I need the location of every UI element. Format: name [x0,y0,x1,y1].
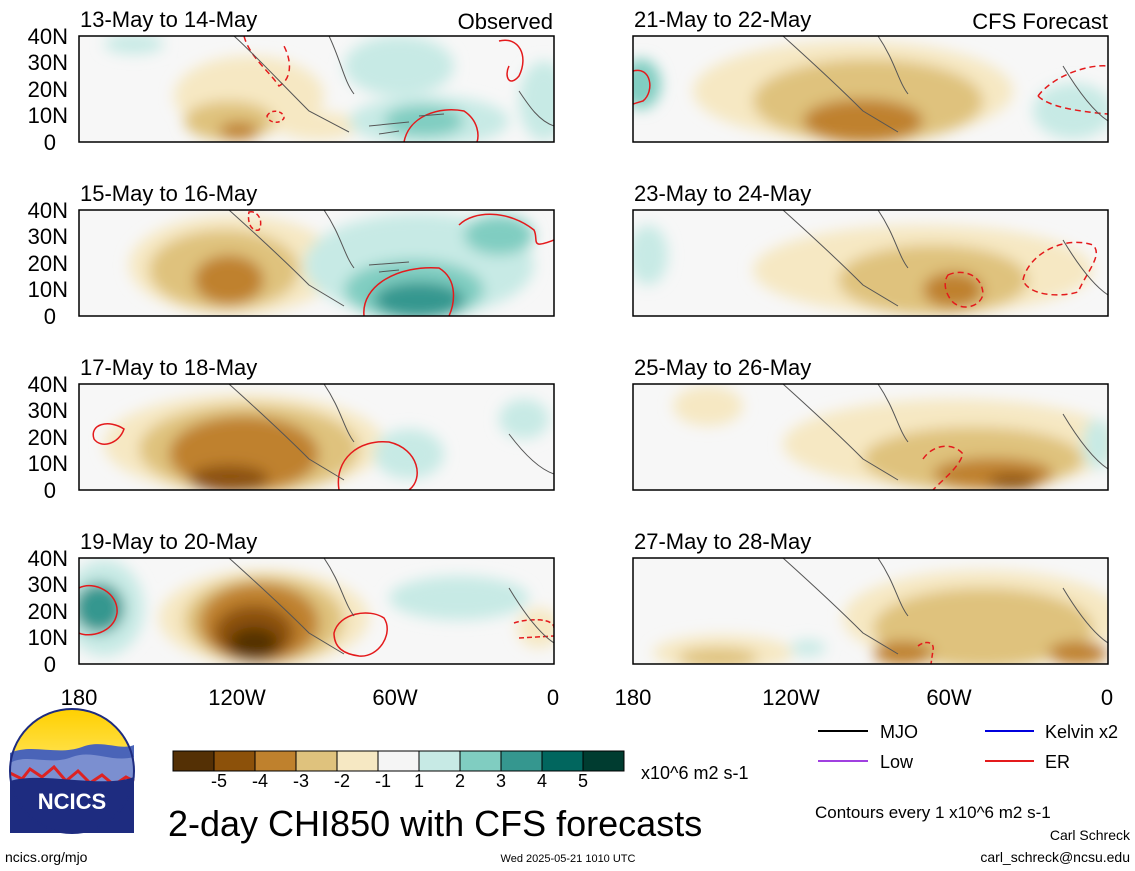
lon-tick-label: 60W [926,685,971,710]
colorbar-swatch [541,750,584,772]
colorbar-swatch [459,750,502,772]
panel-field [633,210,1108,316]
lat-tick-label: 10N [28,625,68,650]
colorbar-label: 2 [455,771,465,791]
lon-tick-label: 0 [547,685,559,710]
lon-tick-label: 120W [762,685,820,710]
contour-note: Contours every 1 x10^6 m2 s-1 [815,803,1051,822]
author-email[interactable]: carl_schreck@ncsu.edu [980,849,1130,865]
legend: MJO Kelvin x2 Low ER [818,722,1118,772]
panel-title: 21-May to 22-May [634,7,811,32]
lon-tick-label: 0 [1101,685,1113,710]
colorbar-label: -4 [252,771,268,791]
figure-title: 2-day CHI850 with CFS forecasts [168,803,702,844]
timestamp: Wed 2025-05-21 1010 UTC [501,853,636,865]
panel-title: 19-May to 20-May [80,529,257,554]
colorbar-swatch [582,750,625,772]
panel-field [633,36,1108,142]
colorbar-swatch [377,750,420,772]
logo-text: NCICS [38,789,106,814]
panel-23-may [632,209,1109,317]
panel-field [79,384,554,490]
legend-label: Low [880,752,914,772]
lat-tick-label: 10N [28,277,68,302]
panel-field [633,384,1108,490]
forecast-label: CFS Forecast [972,9,1108,34]
lat-tick-label: 10N [28,103,68,128]
lat-tick-label: 40N [28,24,68,49]
author-name: Carl Schreck [1050,827,1131,843]
panel-title: 15-May to 16-May [80,181,257,206]
lat-tick-label: 10N [28,451,68,476]
panel-title: 17-May to 18-May [80,355,257,380]
lat-tick-label: 0 [44,304,56,329]
panel-title: 27-May to 28-May [634,529,811,554]
colorbar-label: 5 [578,771,588,791]
panel-field [633,558,1108,664]
website-link[interactable]: ncics.org/mjo [5,849,88,865]
lat-tick-label: 30N [28,398,68,423]
panel-13-may [78,35,555,143]
lat-tick-label: 30N [28,572,68,597]
legend-label: MJO [880,722,918,742]
lat-tick-label: 20N [28,599,68,624]
colorbar-label: 1 [414,771,424,791]
ncics-logo: NCICS [9,708,135,834]
colorbar-label: -5 [211,771,227,791]
lat-tick-label: 40N [28,546,68,571]
panel-17-may [78,383,555,491]
colorbar-label: -1 [375,771,391,791]
lon-axis: 180 120W 60W 0 180 120W 60W 0 [61,685,1113,710]
lat-tick-label: 30N [28,50,68,75]
observed-label: Observed [458,9,553,34]
colorbar-label: -3 [293,771,309,791]
panel-field [79,558,554,664]
panel-title: 25-May to 26-May [634,355,811,380]
colorbar-swatch [172,750,215,772]
lon-tick-label: 180 [615,685,652,710]
lon-tick-label: 60W [372,685,417,710]
colorbar-label: -2 [334,771,350,791]
lat-tick-label: 0 [44,478,56,503]
lat-tick-label: 40N [28,372,68,397]
colorbar-swatch [254,750,297,772]
panel-27-may [632,557,1109,665]
panel-title: 13-May to 14-May [80,7,257,32]
panel-19-may [78,557,555,665]
panel-21-may [632,35,1109,143]
colorbar-label: 4 [537,771,547,791]
colorbar-swatch [295,750,338,772]
lon-tick-label: 120W [208,685,266,710]
colorbar-swatch [213,750,256,772]
lat-tick-label: 20N [28,77,68,102]
lat-tick-label: 0 [44,652,56,677]
legend-label: Kelvin x2 [1045,722,1118,742]
legend-label: ER [1045,752,1070,772]
colorbar-swatch [500,750,543,772]
lon-tick-label: 180 [61,685,98,710]
lat-tick-label: 30N [28,224,68,249]
panel-title: 23-May to 24-May [634,181,811,206]
lat-axis-left: 40N 30N 20N 10N 0 40N 30N 20N 10N 0 40N … [28,24,68,677]
panel-15-may [78,209,555,317]
lat-tick-label: 20N [28,251,68,276]
colorbar: -5 -4 -3 -2 -1 1 2 3 4 5 x10^6 m2 s-1 [172,750,749,791]
panel-field [79,210,554,316]
lat-tick-label: 0 [44,130,56,155]
lat-tick-label: 20N [28,425,68,450]
panel-25-may [632,383,1109,491]
lat-tick-label: 40N [28,198,68,223]
colorbar-swatch [336,750,379,772]
colorbar-swatch [418,750,461,772]
colorbar-label: 3 [496,771,506,791]
panel-field [79,36,554,142]
colorbar-units: x10^6 m2 s-1 [641,763,749,783]
